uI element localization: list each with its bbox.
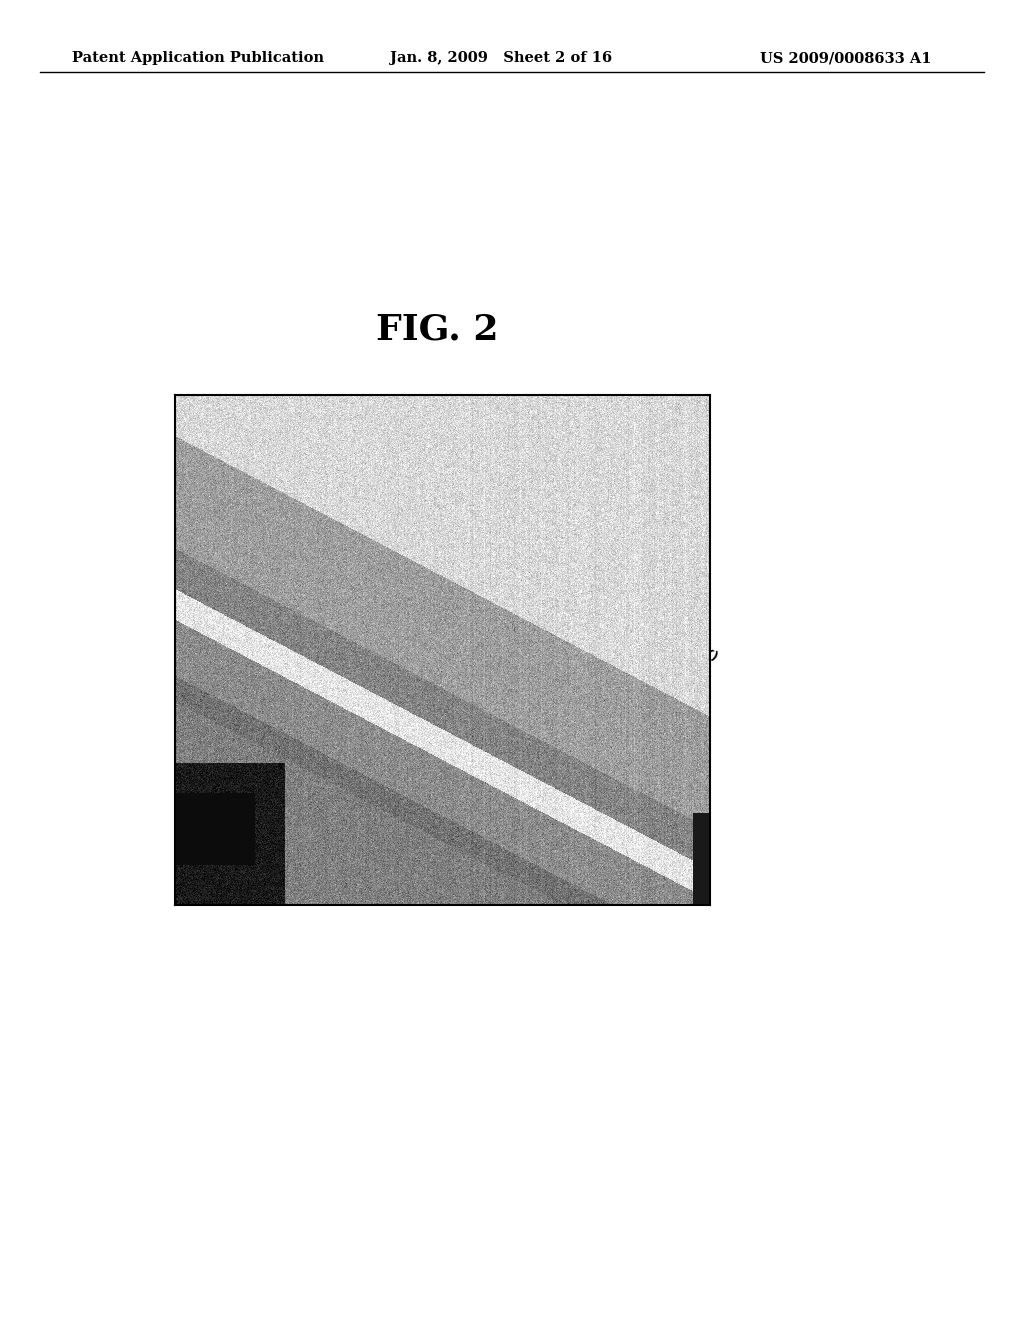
Text: D: D	[189, 583, 203, 601]
Text: Au
Nanocrystal: Au Nanocrystal	[365, 446, 515, 490]
Text: Jan. 8, 2009   Sheet 2 of 16: Jan. 8, 2009 Sheet 2 of 16	[390, 51, 612, 65]
Text: A: A	[287, 711, 299, 729]
Bar	[248, 558, 282, 586]
Bar	[251, 627, 285, 653]
Text: Patent Application Publication: Patent Application Publication	[72, 51, 324, 65]
Text: B: B	[262, 631, 274, 649]
Text: CONDUCTIVE ORGANIC LAYER(PVK): CONDUCTIVE ORGANIC LAYER(PVK)	[510, 536, 720, 664]
Bar	[179, 578, 213, 606]
Bar	[366, 432, 514, 504]
Bar	[276, 706, 310, 734]
Text: US 2009/0008633 A1: US 2009/0008633 A1	[760, 51, 932, 65]
Text: LOWER CONDUCTIVE LAYER: LOWER CONDUCTIVE LAYER	[535, 594, 700, 697]
Text: C: C	[259, 564, 271, 581]
Text: UPPER CONDUCTIVE LAYER: UPPER CONDUCTIVE LAYER	[548, 487, 711, 589]
Text: FIG. 2: FIG. 2	[376, 313, 499, 347]
